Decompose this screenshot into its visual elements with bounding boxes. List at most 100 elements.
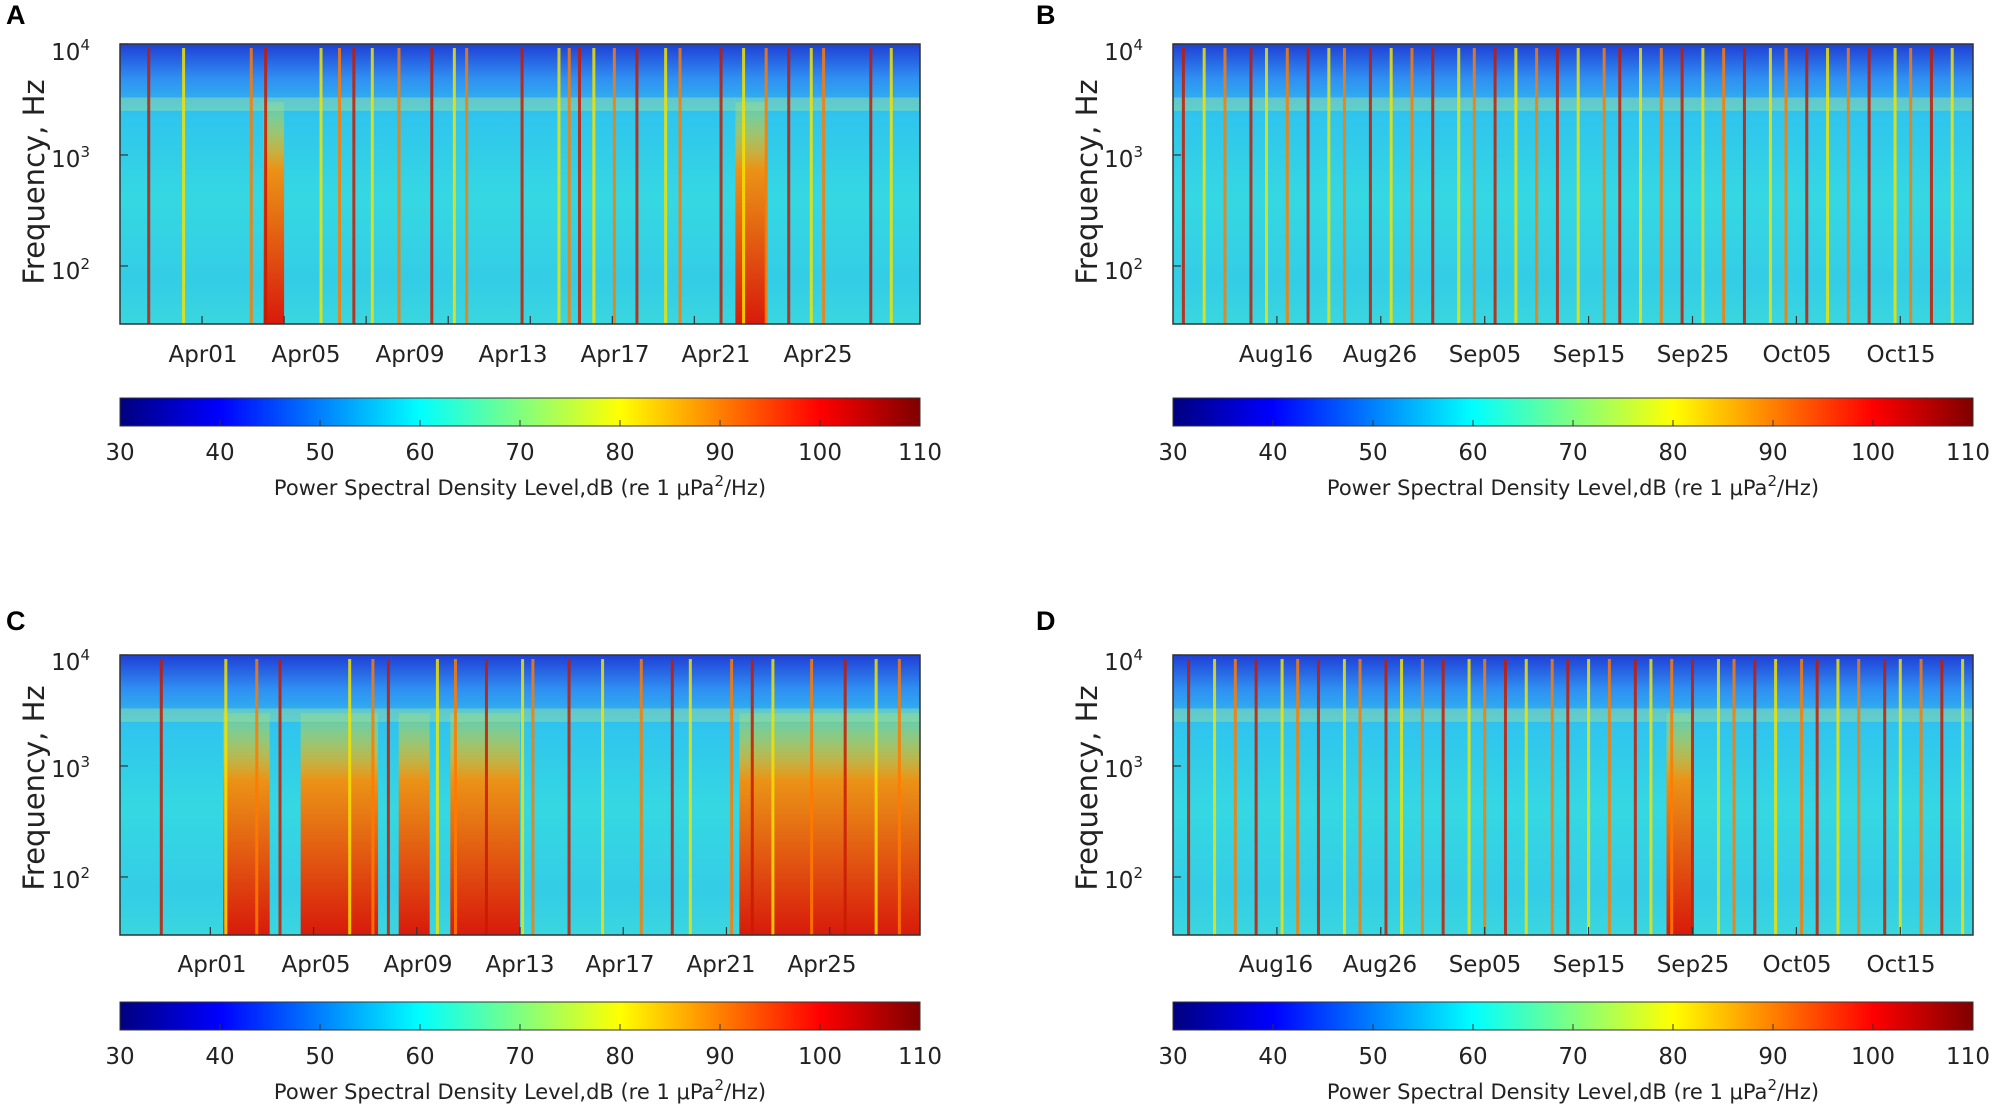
svg-text:Power Spectral Density Level,d: Power Spectral Density Level,dB (re 1 μP… [1327,472,1819,500]
spectrogram-background [120,44,920,324]
transient-event [1550,659,1554,935]
svg-text:Power Spectral Density Level,d: Power Spectral Density Level,dB (re 1 μP… [1327,1076,1819,1104]
colorbar-tick-label: 60 [405,440,434,466]
x-tick-label: Sep25 [1657,952,1730,978]
transient-event [1690,659,1694,935]
transient-event [278,659,282,935]
transient-event [1306,48,1310,324]
transient-event [1342,48,1346,324]
colorbar-label: Power Spectral Density Level,dB (re 1 μP… [274,1076,766,1104]
spectrogram-b [1173,43,1973,324]
plot-frame [119,654,921,936]
transient-event [465,48,469,324]
transient-event [224,659,228,935]
transient-event [1535,48,1539,324]
colorbar-tick-label: 60 [1458,1044,1487,1070]
transient-event [1514,48,1518,324]
transient-event [1800,659,1804,935]
transient-event [371,659,375,935]
transient-event [670,659,674,935]
transient-event [1815,659,1819,935]
y-tick-label-1000: 103 [51,753,90,783]
high-noise-period [263,102,285,325]
transient-event [1457,48,1461,324]
colorbar-tick-label: 110 [898,1044,942,1070]
x-tick-label: Aug26 [1343,342,1417,368]
x-tick-label: Aug26 [1343,952,1417,978]
svg-text:103: 103 [51,753,90,783]
x-tick-label: Apr25 [787,952,856,978]
x-tick-label: Apr09 [383,952,452,978]
transient-event [435,659,439,935]
colorbar-tick-label: 110 [1946,1044,1990,1070]
svg-text:102: 102 [1104,255,1143,285]
transient-event [1607,659,1611,935]
x-tick-label: Apr17 [585,952,654,978]
transient-event [577,48,581,324]
transient-event [678,48,682,324]
colorbar-tick-label: 30 [1158,440,1187,466]
colorbar-tick-label: 60 [405,1044,434,1070]
transient-event [1213,659,1217,935]
spectrogram-d [1173,654,1973,935]
transient-event [1342,659,1346,935]
transient-event [1768,48,1772,324]
y-tick-label-100: 102 [1104,255,1143,285]
transient-event [787,48,791,324]
transient-event [1566,659,1570,935]
transient-event [1420,659,1424,935]
svg-text:102: 102 [51,255,90,285]
svg-text:103: 103 [1104,143,1143,173]
transient-event [1929,48,1933,324]
colorbar-tick-label: 30 [105,440,134,466]
transient-event [1602,48,1606,324]
transient-event [1524,659,1528,935]
transient-event [386,659,390,935]
colorbar-tick-label: 80 [1658,440,1687,466]
colorbar-tick-label: 50 [1358,1044,1387,1070]
colorbar-tick-label: 40 [1258,1044,1287,1070]
transient-event [771,659,775,935]
panel-label-b: B [1036,0,1056,30]
transient-event [1898,659,1902,935]
spectrogram-a [120,43,920,325]
transient-event [1701,48,1705,324]
high-noise-period [735,102,767,325]
x-tick-label: Aug16 [1239,952,1313,978]
svg-text:104: 104 [51,36,90,66]
transient-event [1265,48,1269,324]
transient-event [1961,659,1965,935]
transient-event [764,48,768,324]
transient-event [897,659,901,935]
transient-event [1732,659,1736,935]
colorbar-label: Power Spectral Density Level,dB (re 1 μP… [274,472,766,500]
transient-event [337,48,341,324]
transient-event [182,48,186,324]
transient-event [1555,48,1559,324]
y-tick-label-10000: 104 [51,36,90,66]
colorbar-tick-label: 100 [1851,440,1895,466]
transient-event [1384,659,1388,935]
svg-text:103: 103 [1104,753,1143,783]
transient-event [1857,659,1861,935]
colorbar-ticks-b [1172,420,1974,426]
panel-label-a: A [6,0,26,30]
transient-event [1846,48,1850,324]
svg-text:Power Spectral Density Level,d: Power Spectral Density Level,dB (re 1 μP… [274,472,766,500]
svg-text:104: 104 [1104,646,1143,676]
svg-text:103: 103 [51,143,90,173]
panel-a: A Frequency, Hz 102 103 104 Apr01 Apr05 … [6,0,942,500]
transient-event [639,659,643,935]
colorbar-label: Power Spectral Density Level,dB (re 1 μP… [1327,472,1819,500]
transient-event [531,659,535,935]
colorbar-tick-label: 70 [1558,440,1587,466]
colorbar-ticks-a [119,420,921,426]
plot-frame [1172,43,1974,325]
svg-text:104: 104 [51,646,90,676]
transient-event [1223,48,1227,324]
transient-event [1493,48,1497,324]
colorbar-tick-label: 100 [798,1044,842,1070]
y-tick-label-100: 102 [51,864,90,894]
y-axis-label: Frequency, Hz [17,79,51,284]
